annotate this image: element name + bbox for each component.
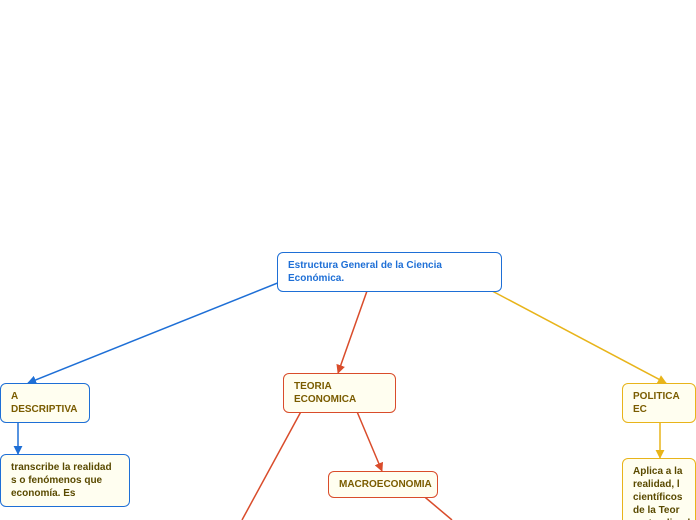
edge-5 bbox=[242, 395, 310, 520]
node-macro[interactable]: MACROECONOMIA bbox=[328, 471, 438, 498]
node-teoria[interactable]: TEORIA ECONOMICA bbox=[283, 373, 396, 413]
node-politica[interactable]: POLITICA EC bbox=[622, 383, 696, 423]
edge-0 bbox=[28, 274, 300, 383]
node-politica_text[interactable]: Aplica a la realidad, l científicos de l… bbox=[622, 458, 696, 520]
node-root[interactable]: Estructura General de la Ciencia Económi… bbox=[277, 252, 502, 292]
node-descriptiva[interactable]: A DESCRIPTIVA bbox=[0, 383, 90, 423]
node-desc_text[interactable]: transcribe la realidad s o fenómenos que… bbox=[0, 454, 130, 507]
